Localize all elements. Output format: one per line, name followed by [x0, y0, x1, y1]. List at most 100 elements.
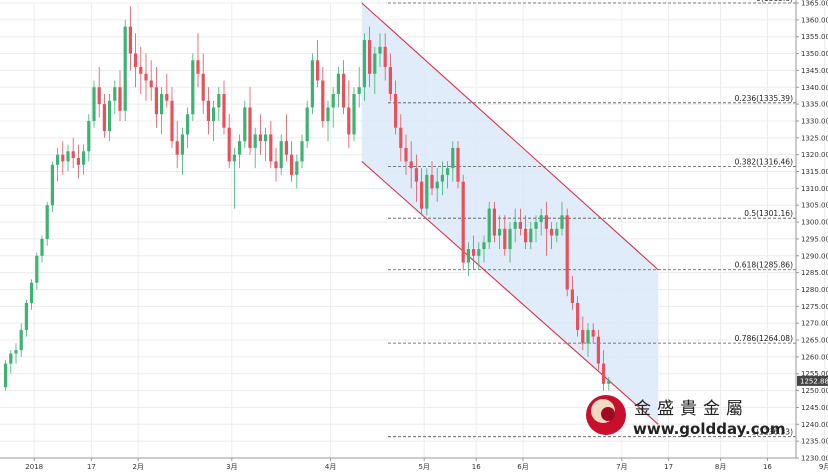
fib-label: 0.382(1316.46) — [735, 158, 793, 167]
candle-body — [539, 215, 543, 223]
fib-label: 1(1236.33) — [751, 428, 793, 437]
candle-body — [134, 53, 138, 68]
candle-body — [440, 174, 444, 182]
candle-body — [352, 94, 356, 135]
candle-body — [342, 73, 346, 108]
candle-body — [170, 100, 174, 142]
candle-body — [305, 107, 309, 142]
logo-globe-core — [601, 407, 615, 421]
candle-body — [232, 154, 236, 162]
y-tick-label: 1255.00 — [801, 370, 828, 378]
candle-body — [336, 73, 340, 94]
candle-body — [102, 104, 106, 132]
y-tick-label: 1300.00 — [801, 219, 828, 227]
candle-body — [191, 60, 195, 115]
candle-body — [300, 141, 304, 162]
candle-body — [227, 127, 231, 162]
y-tick-label: 1325.00 — [801, 134, 828, 142]
candle-body — [243, 107, 247, 142]
candle-body — [451, 147, 455, 169]
price-tag-box — [797, 375, 828, 386]
candle-body — [61, 154, 65, 162]
candle-body — [591, 329, 595, 337]
x-tick-label: 16 — [472, 463, 481, 471]
y-tick-label: 1355.00 — [801, 33, 828, 41]
candle-body — [513, 222, 517, 229]
candle-body — [118, 87, 122, 111]
y-tick-label: 1335.00 — [801, 101, 828, 109]
candle-body — [212, 107, 216, 121]
fib-label: 0(1365.0) — [756, 0, 793, 3]
y-tick-label: 1275.00 — [801, 303, 828, 311]
candle-body — [607, 380, 611, 384]
fib-label: 0.236(1335.39) — [735, 94, 793, 103]
candle-body — [253, 134, 257, 148]
candle-body — [284, 141, 288, 155]
candle-body — [492, 208, 496, 236]
y-tick-label: 1245.00 — [801, 404, 828, 412]
candle-body — [414, 168, 418, 182]
candle-body — [180, 134, 184, 155]
channel-fill — [361, 3, 659, 425]
candle-body — [97, 87, 101, 105]
candle-body — [404, 147, 408, 162]
candle-body — [165, 94, 169, 101]
candle-body — [456, 147, 460, 182]
candle-body — [160, 94, 164, 115]
y-tick-label: 1265.00 — [801, 337, 828, 345]
candle-body — [466, 249, 470, 263]
candle-body — [175, 141, 179, 155]
candle-body — [139, 67, 143, 74]
candle-body — [362, 40, 366, 88]
candle-body — [331, 94, 335, 108]
candle-body — [498, 228, 502, 236]
y-tick-label: 1280.00 — [801, 286, 828, 294]
y-tick-label: 1270.00 — [801, 320, 828, 328]
x-tick-label: 17 — [664, 463, 673, 471]
candle-body — [92, 87, 96, 121]
y-tick-label: 1235.00 — [801, 438, 828, 446]
candle-body — [425, 174, 429, 209]
candle-body — [248, 107, 252, 148]
candle-body — [217, 94, 221, 108]
y-tick-label: 1365.00 — [801, 0, 828, 8]
last-price-tag: 1252.88 — [797, 375, 828, 386]
candle-body — [394, 94, 398, 128]
candle-body — [560, 215, 564, 229]
candle-body — [565, 215, 569, 290]
candle-body — [461, 181, 465, 263]
y-tick-label: 1310.00 — [801, 185, 828, 193]
channel-upper-line — [361, 2, 659, 271]
x-tick-label: 2018 — [25, 463, 43, 471]
candle-body — [409, 161, 413, 169]
candle-body — [290, 154, 294, 175]
candle-body — [378, 46, 382, 54]
x-axis: 2018 17 2月 3月 4月 5月 16 6月 7月 17 8月 16 9月 — [0, 457, 828, 471]
candle-body — [596, 336, 600, 364]
candle-body — [206, 100, 210, 121]
y-tick-label: 1345.00 — [801, 67, 828, 75]
candle-body — [570, 289, 574, 303]
y-tick-label: 1305.00 — [801, 202, 828, 210]
candle-body — [50, 164, 54, 206]
candle-body — [487, 208, 491, 243]
candle-body — [56, 154, 60, 165]
candle-body — [321, 80, 325, 121]
candle-body — [9, 353, 13, 364]
candle-body — [435, 181, 439, 189]
logo-name: 金盛貴金屬 — [634, 399, 749, 419]
candle-body — [316, 60, 320, 81]
candle-body — [368, 40, 372, 74]
x-tick-label: 8月 — [715, 463, 726, 471]
y-tick-label: 1285.00 — [801, 269, 828, 277]
candle-body — [123, 26, 127, 111]
y-tick-label: 1230.00 — [801, 455, 828, 463]
candle-body — [4, 363, 8, 388]
candle-body — [477, 249, 481, 256]
candle-body — [581, 329, 585, 344]
candle-body — [269, 134, 273, 162]
candle-body — [87, 120, 91, 152]
fib-label: 0.618(1285.86) — [735, 261, 793, 270]
candle-body — [482, 242, 486, 250]
